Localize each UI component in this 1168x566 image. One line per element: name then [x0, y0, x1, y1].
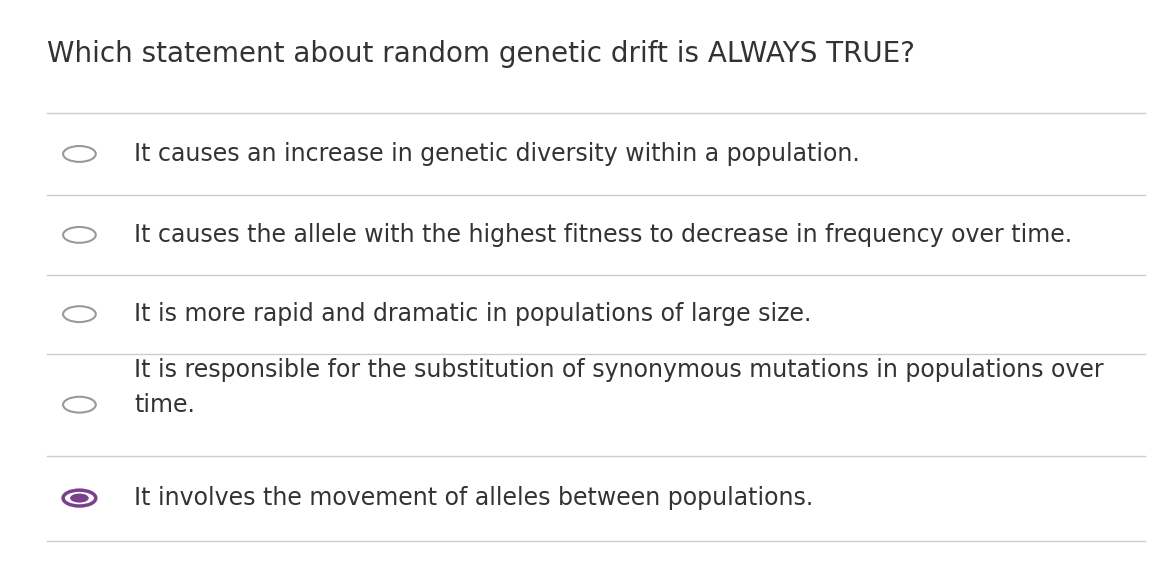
Circle shape: [63, 227, 96, 243]
Text: It is more rapid and dramatic in populations of large size.: It is more rapid and dramatic in populat…: [134, 302, 812, 326]
Circle shape: [63, 306, 96, 322]
Text: It is responsible for the substitution of synonymous mutations in populations ov: It is responsible for the substitution o…: [134, 358, 1104, 417]
Circle shape: [63, 397, 96, 413]
Text: Which statement about random genetic drift is ALWAYS TRUE?: Which statement about random genetic dri…: [47, 40, 915, 67]
Text: It involves the movement of alleles between populations.: It involves the movement of alleles betw…: [134, 486, 814, 510]
Circle shape: [70, 494, 89, 503]
Text: It causes the allele with the highest fitness to decrease in frequency over time: It causes the allele with the highest fi…: [134, 223, 1072, 247]
Text: It causes an increase in genetic diversity within a population.: It causes an increase in genetic diversi…: [134, 142, 860, 166]
Circle shape: [63, 490, 96, 506]
Circle shape: [63, 146, 96, 162]
